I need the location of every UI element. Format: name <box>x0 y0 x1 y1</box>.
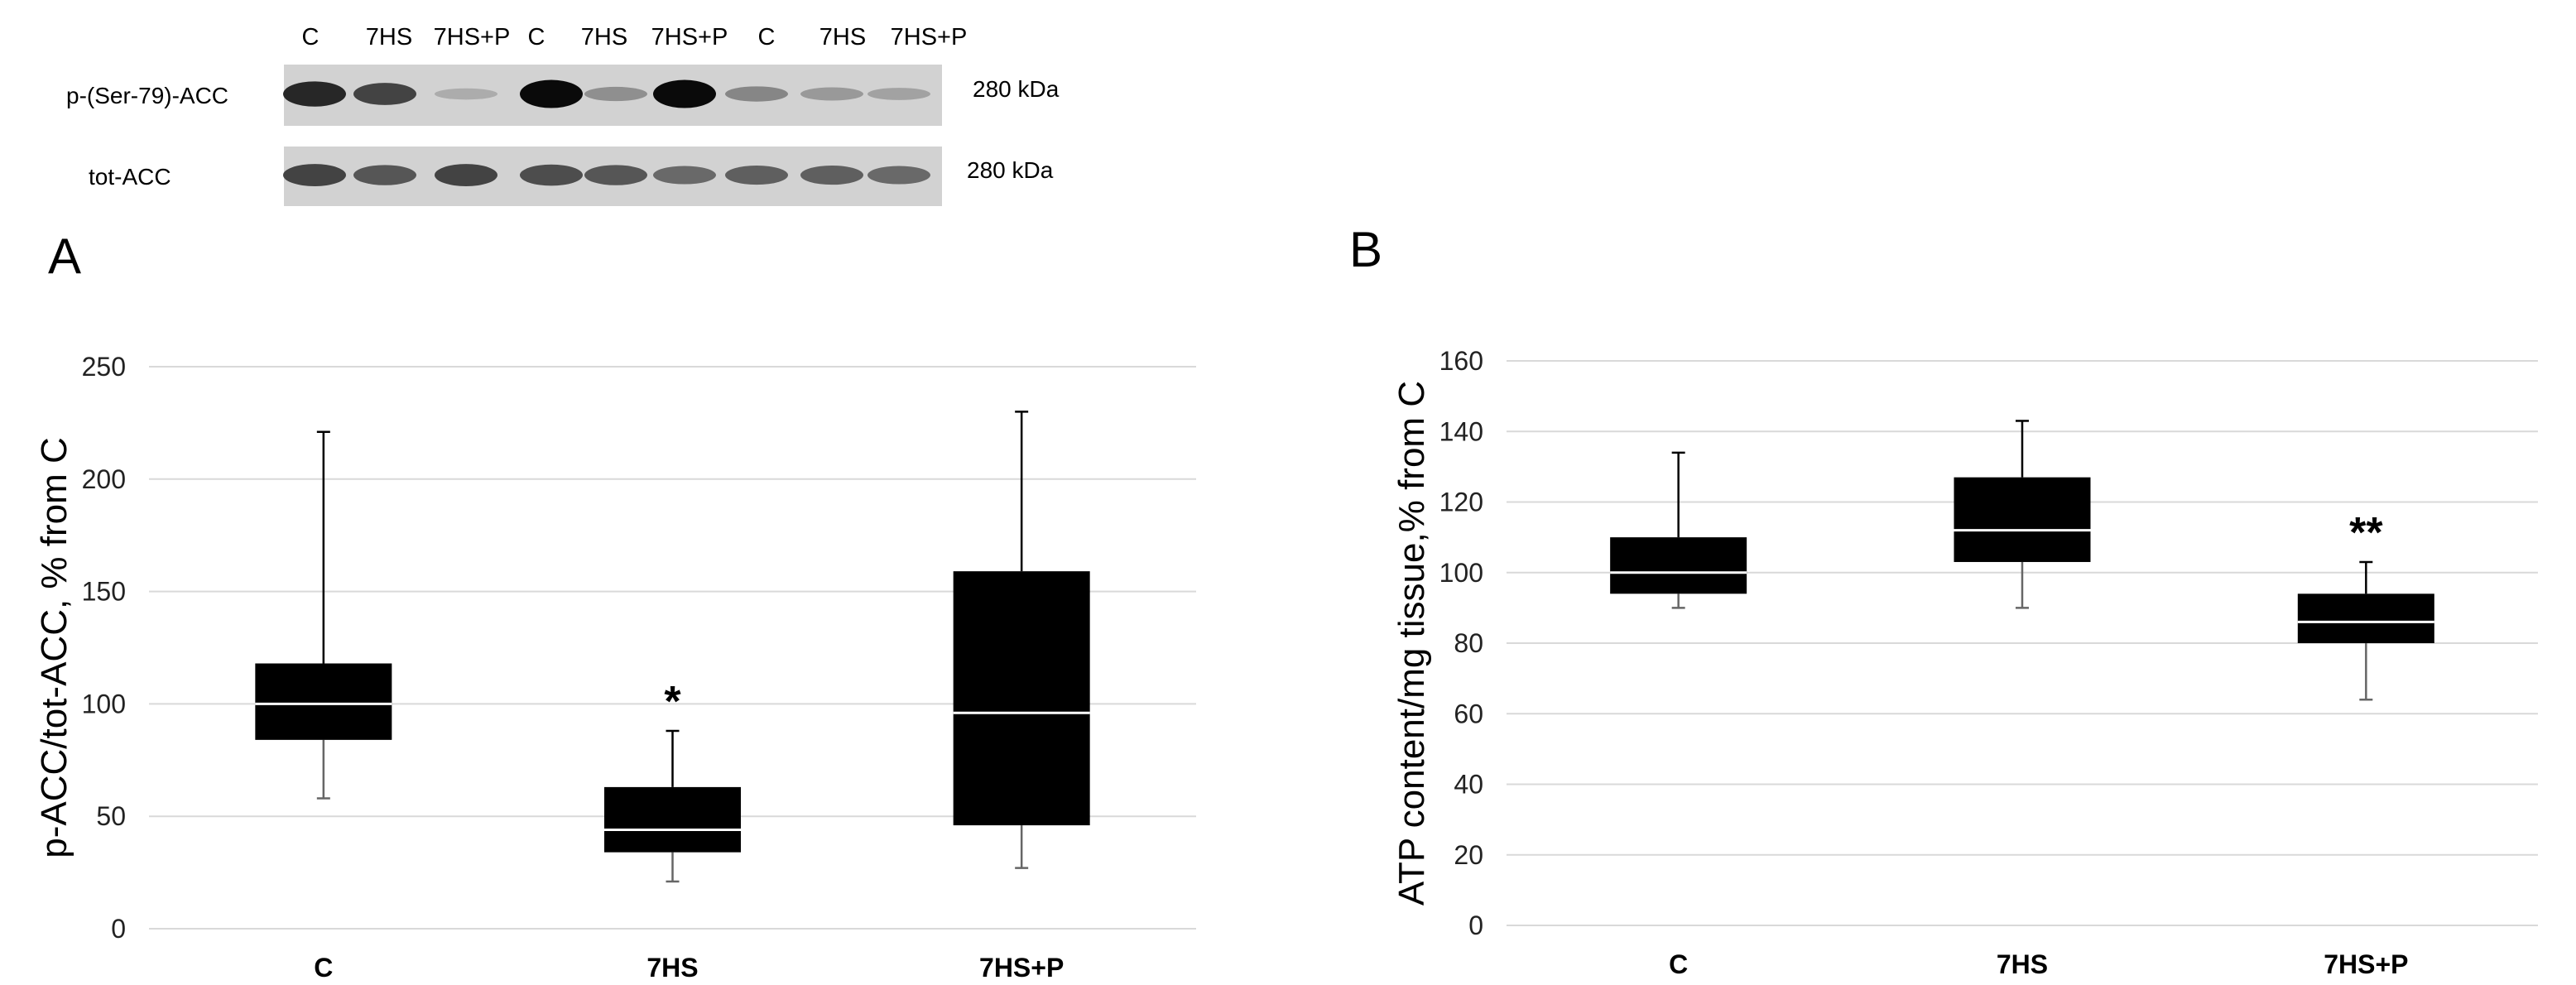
lane-label: 7HS <box>819 24 866 50</box>
box-iqr <box>1954 477 2091 562</box>
blot-band <box>653 166 716 185</box>
significance-marker: * <box>664 678 681 726</box>
blot-band <box>283 164 346 186</box>
panel-b-label: B <box>1349 222 1382 277</box>
y-tick-label: 100 <box>1439 558 1483 588</box>
y-tick-label: 150 <box>82 577 126 607</box>
lane-labels: C 7HS 7HS+P C 7HS 7HS+P C 7HS 7HS+P <box>302 24 968 50</box>
blot-band <box>435 88 497 100</box>
lane-label: 7HS <box>366 24 412 50</box>
lane-label: 7HS+P <box>891 24 968 50</box>
y-tick-label: 160 <box>1439 346 1483 376</box>
box-iqr <box>604 786 741 853</box>
box-iqr <box>2297 593 2434 643</box>
blot-row-label: p-(Ser-79)-ACC <box>66 83 228 108</box>
blot-band <box>283 81 346 107</box>
category-label: 7HS <box>1997 949 2048 979</box>
blot-band <box>520 164 583 186</box>
western-blot: C 7HS 7HS+P C 7HS 7HS+P C 7HS 7HS+P p-(Ser-79)-A… <box>66 24 1060 206</box>
lane-label: 7HS+P <box>651 24 728 50</box>
lane-label: 7HS+P <box>434 24 511 50</box>
panel-a-label: A <box>48 228 81 284</box>
blot-band <box>353 83 416 105</box>
blot-band <box>584 165 647 185</box>
blot-band <box>800 165 863 185</box>
box-iqr <box>1610 537 1747 594</box>
lane-label: 7HS <box>581 24 627 50</box>
box-iqr <box>953 571 1090 826</box>
blot-rows: p-(Ser-79)-ACC 280 kDa tot-ACC 280 kDa <box>66 65 1060 206</box>
y-tick-label: 250 <box>82 352 126 382</box>
category-label: 7HS+P <box>979 953 1064 983</box>
molecular-weight-label: 280 kDa <box>973 76 1060 102</box>
blot-band <box>584 86 647 102</box>
blot-band <box>520 79 583 108</box>
y-tick-label: 120 <box>1439 488 1483 517</box>
y-tick-label: 50 <box>96 801 126 831</box>
category-label: C <box>1669 949 1688 979</box>
y-tick-label: 40 <box>1454 770 1483 800</box>
lane-label: C <box>528 24 545 50</box>
y-tick-label: 140 <box>1439 416 1483 446</box>
blot-band <box>867 166 930 185</box>
y-tick-label: 80 <box>1454 628 1483 658</box>
y-axis-title: p-ACC/tot-ACC, % from C <box>34 437 74 858</box>
y-tick-label: 20 <box>1454 840 1483 870</box>
y-tick-label: 0 <box>111 914 126 944</box>
y-axis-title: ATP content/mg tissue,% from C <box>1391 381 1432 906</box>
blot-band <box>653 79 716 108</box>
blot-band <box>800 87 863 101</box>
blot-band <box>725 165 788 185</box>
y-tick-label: 200 <box>82 464 126 494</box>
category-label: 7HS+P <box>2324 949 2408 979</box>
blot-band <box>435 164 497 186</box>
category-label: 7HS <box>646 953 698 983</box>
significance-marker: ** <box>2349 509 2383 557</box>
lane-label: C <box>758 24 776 50</box>
box-iqr <box>255 663 392 740</box>
lane-label: C <box>302 24 320 50</box>
molecular-weight-label: 280 kDa <box>967 157 1054 183</box>
y-tick-label: 0 <box>1468 911 1483 940</box>
category-label: C <box>314 953 333 983</box>
blot-row-label: tot-ACC <box>89 164 171 190</box>
panel-a-chart: A 0 50 100 150 200 250 p-ACC/tot-ACC, % from C… <box>34 228 1196 983</box>
y-tick-label: 100 <box>82 689 126 718</box>
blot-band <box>725 86 788 102</box>
blot-band <box>353 165 416 185</box>
y-tick-label: 60 <box>1454 699 1483 728</box>
blot-band <box>867 88 930 100</box>
